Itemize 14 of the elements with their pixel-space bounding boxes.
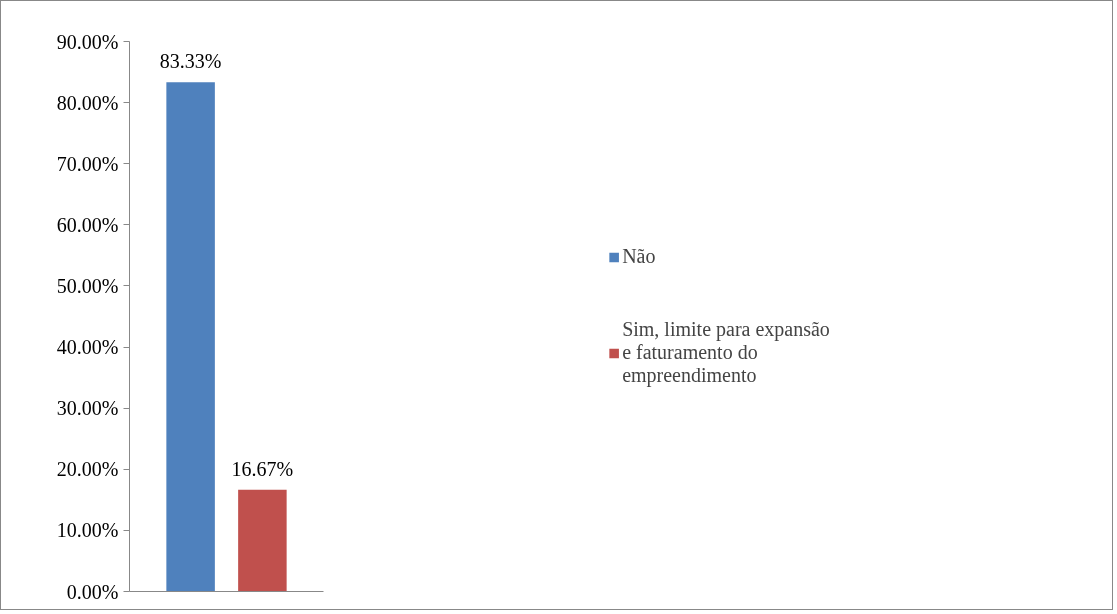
y-tick-label: 40.00%	[56, 336, 119, 359]
y-tick-label: 80.00%	[56, 91, 119, 114]
data-label: 16.67%	[231, 457, 294, 480]
y-tick-label: 20.00%	[56, 458, 119, 481]
y-tick-label: 50.00%	[56, 274, 119, 297]
y-tick-label: 90.00%	[56, 30, 119, 53]
y-tick-label: 0.00%	[66, 580, 119, 603]
y-tick-label: 60.00%	[56, 213, 119, 236]
legend-label: Não	[622, 245, 656, 268]
data-label: 83.33%	[159, 50, 222, 73]
y-tick-label: 30.00%	[56, 397, 119, 420]
legend-label: Sim, limite para expansão e faturamento do empreendimento	[622, 318, 830, 387]
y-tick-label: 10.00%	[56, 519, 119, 542]
y-tick-label: 70.00%	[56, 152, 119, 175]
